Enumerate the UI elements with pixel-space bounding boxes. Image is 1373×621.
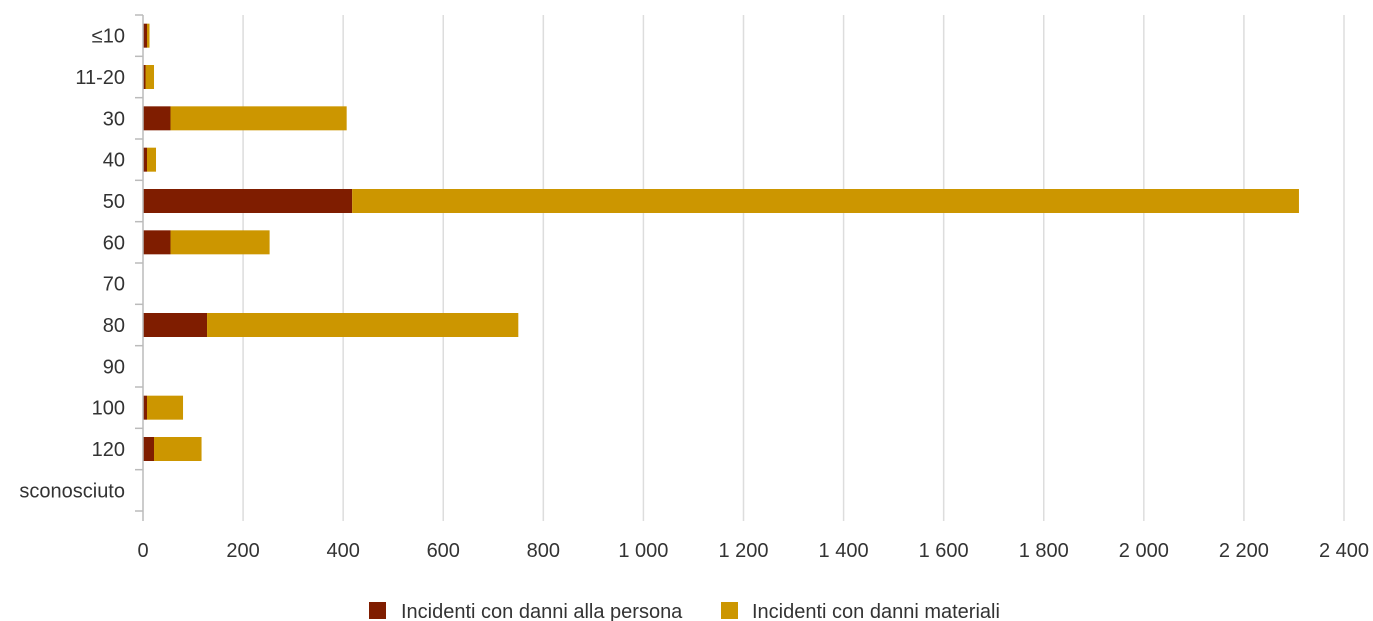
category-label-10: 120 xyxy=(92,439,125,461)
x-tick-label-1600: 1 600 xyxy=(919,540,969,562)
bar-persona-7 xyxy=(143,313,208,337)
x-tick-label-1000: 1 000 xyxy=(618,540,668,562)
bar-materiali-1 xyxy=(145,65,155,89)
x-tick-label-800: 800 xyxy=(527,540,560,562)
x-tick-label-1200: 1 200 xyxy=(718,540,768,562)
bar-persona-3 xyxy=(143,147,148,172)
category-label-6: 70 xyxy=(103,274,125,296)
category-label-5: 60 xyxy=(103,232,125,254)
x-tick-label-1400: 1 400 xyxy=(819,540,869,562)
category-label-9: 100 xyxy=(92,398,125,420)
x-tick-label-0: 0 xyxy=(137,540,148,562)
bar-materiali-7 xyxy=(207,313,519,337)
legend: Incidenti con danni alla persona Inciden… xyxy=(369,601,1000,621)
bar-persona-4 xyxy=(143,189,353,213)
bar-materiali-10 xyxy=(154,437,202,461)
gridlines xyxy=(142,15,1345,521)
bar-materiali-4 xyxy=(352,189,1299,213)
category-label-8: 90 xyxy=(103,356,125,378)
bar-materiali-2 xyxy=(170,106,347,131)
legend-label-persona: Incidenti con danni alla persona xyxy=(401,601,683,621)
x-tick-label-2200: 2 200 xyxy=(1219,540,1269,562)
category-label-11: sconosciuto xyxy=(19,480,125,502)
bar-materiali-3 xyxy=(147,147,157,172)
category-label-1: 11-20 xyxy=(75,67,125,89)
x-tick-label-1800: 1 800 xyxy=(1019,540,1069,562)
bar-materiali-9 xyxy=(147,395,184,420)
bars xyxy=(143,23,1299,461)
category-label-0: ≤10 xyxy=(92,26,125,48)
bar-materiali-5 xyxy=(170,230,270,255)
legend-swatch-materiali xyxy=(721,602,738,619)
bar-persona-1 xyxy=(143,65,146,89)
bar-persona-5 xyxy=(143,230,171,255)
category-label-7: 80 xyxy=(103,315,125,337)
legend-swatch-persona xyxy=(369,602,386,619)
category-label-3: 40 xyxy=(103,150,125,172)
axes: 0 200 400 600 800 1 000 1 200 1 400 1 600 1 800 2 … xyxy=(19,14,1369,562)
category-label-2: 30 xyxy=(103,108,125,130)
bar-persona-9 xyxy=(143,395,148,420)
bar-persona-0 xyxy=(143,23,148,48)
category-label-4: 50 xyxy=(103,191,125,213)
bar-materiali-0 xyxy=(147,23,150,48)
x-tick-label-400: 400 xyxy=(326,540,359,562)
bar-persona-10 xyxy=(143,437,155,461)
x-tick-label-2400: 2 400 xyxy=(1319,540,1369,562)
legend-label-materiali: Incidenti con danni materiali xyxy=(752,601,1000,621)
x-tick-label-2000: 2 000 xyxy=(1119,540,1169,562)
bar-persona-2 xyxy=(143,106,171,131)
x-tick-label-600: 600 xyxy=(427,540,460,562)
x-tick-label-200: 200 xyxy=(226,540,259,562)
